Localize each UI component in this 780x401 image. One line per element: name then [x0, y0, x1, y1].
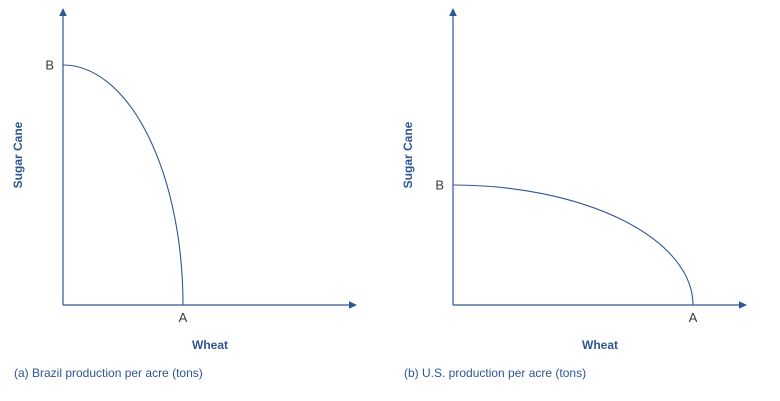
chart-caption-brazil: (a) Brazil production per acre (tons): [14, 366, 203, 380]
chart-us: B A Sugar Cane Wheat (b) U.S. production…: [390, 0, 780, 401]
point-b-label: B: [45, 58, 54, 73]
y-axis-title: Sugar Cane: [11, 121, 25, 188]
ppf-curve: [62, 64, 184, 306]
chart-us-plot: B A Sugar Cane Wheat: [401, 8, 747, 352]
y-axis-arrow-icon: [59, 8, 67, 16]
point-a-label: A: [689, 310, 698, 325]
chart-brazil-plot: B A Sugar Cane Wheat: [11, 8, 357, 352]
chart-brazil: B A Sugar Cane Wheat (a) Brazil producti…: [11, 8, 357, 380]
y-axis-arrow-icon: [449, 8, 457, 16]
y-axis-title: Sugar Cane: [401, 121, 415, 188]
x-axis-title: Wheat: [192, 338, 228, 352]
chart-caption-us: (b) U.S. production per acre (tons): [404, 366, 587, 380]
x-axis-arrow-icon: [349, 301, 357, 309]
ppf-curve: [452, 184, 694, 306]
point-a-label: A: [179, 310, 188, 325]
x-axis-title: Wheat: [582, 338, 618, 352]
point-b-label: B: [435, 178, 444, 193]
x-axis-arrow-icon: [739, 301, 747, 309]
